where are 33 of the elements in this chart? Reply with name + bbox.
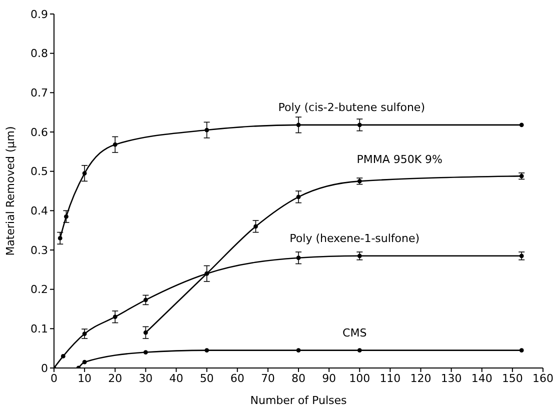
x-tick-label: 0 bbox=[50, 372, 58, 385]
x-tick-label: 140 bbox=[471, 372, 492, 385]
y-tick-label: 0.6 bbox=[30, 126, 48, 139]
y-tick-label: 0 bbox=[41, 362, 48, 375]
x-tick-label: 130 bbox=[440, 372, 462, 385]
y-tick-label: 0.8 bbox=[30, 47, 48, 60]
x-tick-label: 80 bbox=[292, 372, 306, 385]
x-tick-label: 120 bbox=[410, 372, 432, 385]
x-tick-label: 150 bbox=[502, 372, 523, 385]
y-tick-label: 0.5 bbox=[30, 165, 48, 178]
x-tick-label: 160 bbox=[532, 372, 554, 385]
x-tick-label: 30 bbox=[138, 372, 153, 385]
y-tick-label: 0.3 bbox=[30, 244, 48, 257]
y-tick-label: 0.4 bbox=[30, 204, 48, 218]
y-tick-label: 0.1 bbox=[30, 322, 48, 336]
series-label: Poly (cis-2-butene sulfone) bbox=[278, 100, 426, 114]
x-tick-label: 10 bbox=[78, 372, 92, 385]
x-axis-title: Number of Pulses bbox=[250, 394, 348, 407]
x-tick-label: 40 bbox=[169, 372, 184, 385]
x-tick-label: 100 bbox=[349, 372, 370, 385]
y-tick-label: 0.2 bbox=[30, 283, 48, 296]
x-tick-label: 20 bbox=[108, 372, 122, 385]
series-label: Poly (hexene-1-sulfone) bbox=[290, 232, 420, 245]
x-tick-label: 50 bbox=[200, 372, 214, 385]
y-tick-label: 0.9 bbox=[30, 8, 48, 21]
x-tick-label: 90 bbox=[322, 372, 336, 385]
x-tick-label: 70 bbox=[260, 372, 275, 385]
x-tick-label: 60 bbox=[230, 372, 244, 385]
y-axis-title: Material Removed (μm) bbox=[4, 126, 17, 256]
y-tick-label: 0.7 bbox=[30, 86, 48, 100]
x-tick-label: 110 bbox=[380, 372, 401, 385]
series-label: PMMA 950K 9% bbox=[356, 153, 443, 166]
series-label: CMS bbox=[342, 326, 367, 340]
